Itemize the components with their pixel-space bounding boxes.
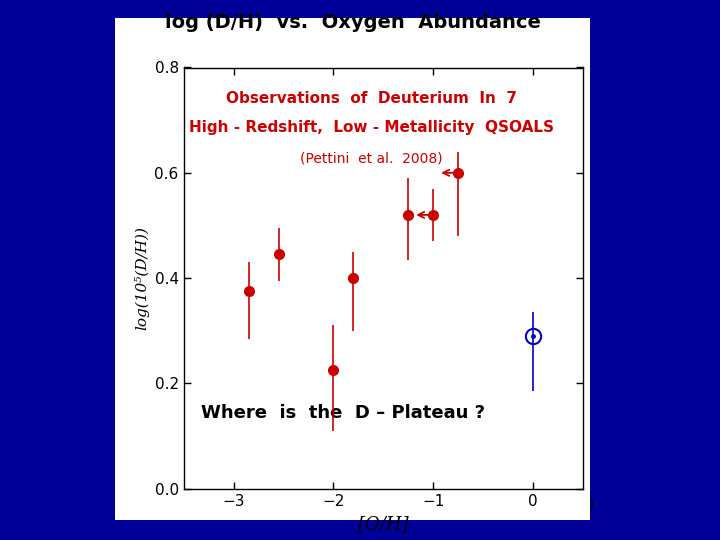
Text: Observations  of  Deuterium  In  7: Observations of Deuterium In 7 — [226, 91, 517, 106]
Text: (Pettini  et al.  2008): (Pettini et al. 2008) — [300, 152, 443, 166]
X-axis label: [O/H]: [O/H] — [358, 516, 409, 534]
Text: High - Redshift,  Low - Metallicity  QSOALS: High - Redshift, Low - Metallicity QSOAL… — [189, 120, 554, 135]
Text: log (D/H)  vs.  Oxygen  Abundance: log (D/H) vs. Oxygen Abundance — [165, 14, 541, 32]
Y-axis label: log(10⁵(D/H)): log(10⁵(D/H)) — [134, 226, 149, 330]
Text: Where  is  the  D – Plateau ?: Where is the D – Plateau ? — [202, 404, 485, 422]
